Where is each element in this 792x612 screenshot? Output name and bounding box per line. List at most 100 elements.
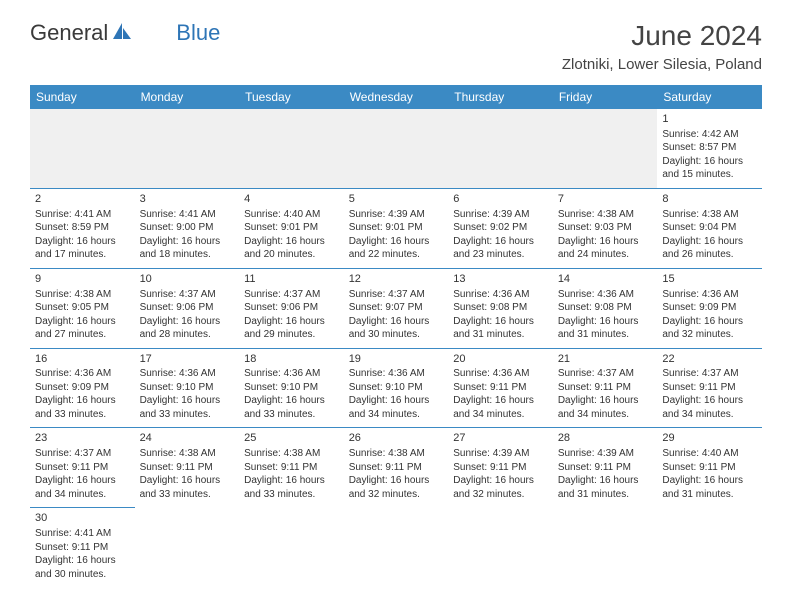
day-number: 1	[662, 112, 757, 127]
day-info-line: Sunset: 9:02 PM	[453, 221, 548, 235]
day-cell: 24Sunrise: 4:38 AMSunset: 9:11 PMDayligh…	[135, 428, 240, 508]
day-cell: 20Sunrise: 4:36 AMSunset: 9:11 PMDayligh…	[448, 348, 553, 428]
logo-text-general: General	[30, 20, 108, 46]
logo-text-blue: Blue	[176, 20, 220, 46]
day-info-line: and 22 minutes.	[349, 248, 444, 262]
day-info-line: Daylight: 16 hours	[349, 235, 444, 249]
day-info-line: Sunset: 9:11 PM	[662, 461, 757, 475]
day-info-line: Sunrise: 4:38 AM	[349, 447, 444, 461]
day-number: 3	[140, 192, 235, 207]
day-info-line: Sunset: 9:08 PM	[453, 301, 548, 315]
day-info-line: and 31 minutes.	[453, 328, 548, 342]
day-info-line: and 34 minutes.	[35, 488, 130, 502]
day-number: 5	[349, 192, 444, 207]
day-cell	[135, 508, 240, 587]
day-info-line: Daylight: 16 hours	[35, 394, 130, 408]
day-cell: 16Sunrise: 4:36 AMSunset: 9:09 PMDayligh…	[30, 348, 135, 428]
day-number: 9	[35, 272, 130, 287]
day-cell	[553, 508, 658, 587]
day-info-line: Sunset: 9:05 PM	[35, 301, 130, 315]
day-info-line: and 30 minutes.	[35, 568, 130, 582]
day-cell	[344, 508, 449, 587]
day-info-line: Sunrise: 4:36 AM	[244, 367, 339, 381]
day-info-line: and 33 minutes.	[35, 408, 130, 422]
day-info-line: Daylight: 16 hours	[662, 315, 757, 329]
day-number: 13	[453, 272, 548, 287]
day-info-line: Sunrise: 4:40 AM	[244, 208, 339, 222]
day-info-line: Sunrise: 4:42 AM	[662, 128, 757, 142]
day-info-line: Sunrise: 4:39 AM	[453, 447, 548, 461]
day-info-line: and 26 minutes.	[662, 248, 757, 262]
location: Zlotniki, Lower Silesia, Poland	[562, 56, 762, 73]
calendar-body: 1Sunrise: 4:42 AMSunset: 8:57 PMDaylight…	[30, 109, 762, 587]
day-number: 20	[453, 352, 548, 367]
day-info-line: Daylight: 16 hours	[140, 315, 235, 329]
day-cell	[448, 508, 553, 587]
weekday-header: Friday	[553, 85, 658, 109]
weekday-header: Sunday	[30, 85, 135, 109]
day-info-line: Sunset: 9:00 PM	[140, 221, 235, 235]
day-info-line: and 30 minutes.	[349, 328, 444, 342]
day-info-line: and 31 minutes.	[558, 328, 653, 342]
week-row: 1Sunrise: 4:42 AMSunset: 8:57 PMDaylight…	[30, 109, 762, 188]
day-info-line: Daylight: 16 hours	[558, 474, 653, 488]
day-number: 21	[558, 352, 653, 367]
day-info-line: Daylight: 16 hours	[35, 235, 130, 249]
day-info-line: Sunset: 9:10 PM	[349, 381, 444, 395]
week-row: 2Sunrise: 4:41 AMSunset: 8:59 PMDaylight…	[30, 188, 762, 268]
day-info-line: Sunset: 9:11 PM	[140, 461, 235, 475]
day-number: 10	[140, 272, 235, 287]
day-info-line: and 33 minutes.	[244, 408, 339, 422]
day-number: 23	[35, 431, 130, 446]
day-info-line: Sunset: 9:06 PM	[244, 301, 339, 315]
day-info-line: Sunset: 9:10 PM	[140, 381, 235, 395]
day-info-line: Daylight: 16 hours	[662, 394, 757, 408]
day-info-line: Daylight: 16 hours	[662, 235, 757, 249]
day-info-line: Sunset: 9:11 PM	[244, 461, 339, 475]
day-info-line: and 32 minutes.	[349, 488, 444, 502]
day-info-line: Sunrise: 4:39 AM	[558, 447, 653, 461]
day-info-line: Daylight: 16 hours	[140, 474, 235, 488]
weekday-header: Saturday	[657, 85, 762, 109]
day-info-line: and 24 minutes.	[558, 248, 653, 262]
day-number: 27	[453, 431, 548, 446]
day-info-line: Sunset: 9:08 PM	[558, 301, 653, 315]
day-info-line: Daylight: 16 hours	[35, 315, 130, 329]
day-info-line: Daylight: 16 hours	[349, 315, 444, 329]
day-cell: 6Sunrise: 4:39 AMSunset: 9:02 PMDaylight…	[448, 188, 553, 268]
day-info-line: and 28 minutes.	[140, 328, 235, 342]
day-info-line: Sunrise: 4:36 AM	[140, 367, 235, 381]
day-number: 8	[662, 192, 757, 207]
day-info-line: and 34 minutes.	[558, 408, 653, 422]
day-cell	[553, 109, 658, 188]
day-info-line: and 17 minutes.	[35, 248, 130, 262]
day-info-line: Sunrise: 4:37 AM	[35, 447, 130, 461]
day-info-line: Sunrise: 4:38 AM	[244, 447, 339, 461]
day-info-line: Sunrise: 4:36 AM	[349, 367, 444, 381]
day-info-line: Sunrise: 4:38 AM	[140, 447, 235, 461]
weekday-header: Tuesday	[239, 85, 344, 109]
day-info-line: Daylight: 16 hours	[244, 315, 339, 329]
day-info-line: Sunrise: 4:39 AM	[349, 208, 444, 222]
day-info-line: Daylight: 16 hours	[453, 315, 548, 329]
day-info-line: Daylight: 16 hours	[140, 235, 235, 249]
day-number: 26	[349, 431, 444, 446]
day-number: 24	[140, 431, 235, 446]
day-cell	[239, 508, 344, 587]
header: GeneralBlue June 2024 Zlotniki, Lower Si…	[30, 20, 762, 73]
day-cell	[30, 109, 135, 188]
day-info-line: and 20 minutes.	[244, 248, 339, 262]
week-row: 23Sunrise: 4:37 AMSunset: 9:11 PMDayligh…	[30, 428, 762, 508]
day-cell: 10Sunrise: 4:37 AMSunset: 9:06 PMDayligh…	[135, 268, 240, 348]
day-info-line: Sunrise: 4:40 AM	[662, 447, 757, 461]
day-info-line: Sunset: 9:11 PM	[349, 461, 444, 475]
day-cell: 19Sunrise: 4:36 AMSunset: 9:10 PMDayligh…	[344, 348, 449, 428]
day-cell: 9Sunrise: 4:38 AMSunset: 9:05 PMDaylight…	[30, 268, 135, 348]
day-cell: 17Sunrise: 4:36 AMSunset: 9:10 PMDayligh…	[135, 348, 240, 428]
day-info-line: Sunrise: 4:36 AM	[662, 288, 757, 302]
weekday-header: Thursday	[448, 85, 553, 109]
day-number: 4	[244, 192, 339, 207]
day-info-line: Daylight: 16 hours	[453, 394, 548, 408]
day-info-line: Sunset: 9:11 PM	[662, 381, 757, 395]
day-info-line: Sunset: 9:11 PM	[558, 381, 653, 395]
